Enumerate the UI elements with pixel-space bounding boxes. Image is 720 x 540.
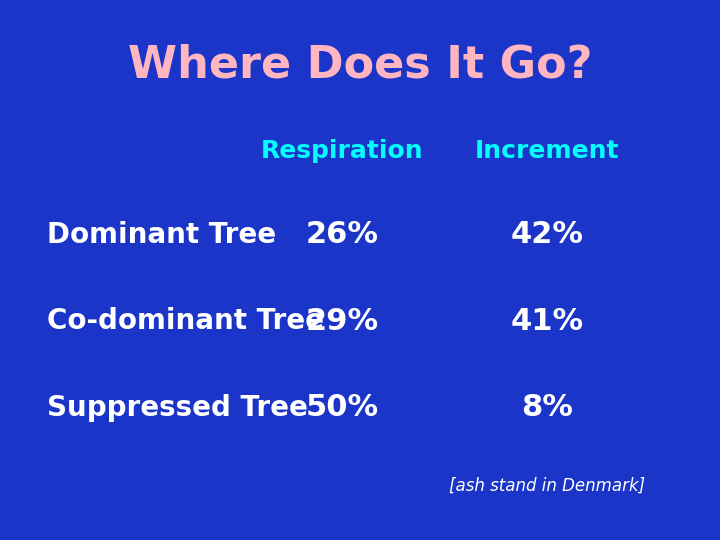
- Text: [ash stand in Denmark]: [ash stand in Denmark]: [449, 477, 645, 495]
- Text: Increment: Increment: [475, 139, 619, 163]
- Text: Suppressed Tree: Suppressed Tree: [47, 394, 307, 422]
- Text: Dominant Tree: Dominant Tree: [47, 221, 276, 249]
- Text: Respiration: Respiration: [261, 139, 423, 163]
- Text: 26%: 26%: [305, 220, 379, 249]
- Text: 41%: 41%: [510, 307, 584, 336]
- Text: 29%: 29%: [305, 307, 379, 336]
- Text: Co-dominant Tree: Co-dominant Tree: [47, 307, 324, 335]
- Text: 50%: 50%: [305, 393, 379, 422]
- Text: 8%: 8%: [521, 393, 573, 422]
- Text: 42%: 42%: [510, 220, 584, 249]
- Text: Where Does It Go?: Where Does It Go?: [127, 43, 593, 86]
